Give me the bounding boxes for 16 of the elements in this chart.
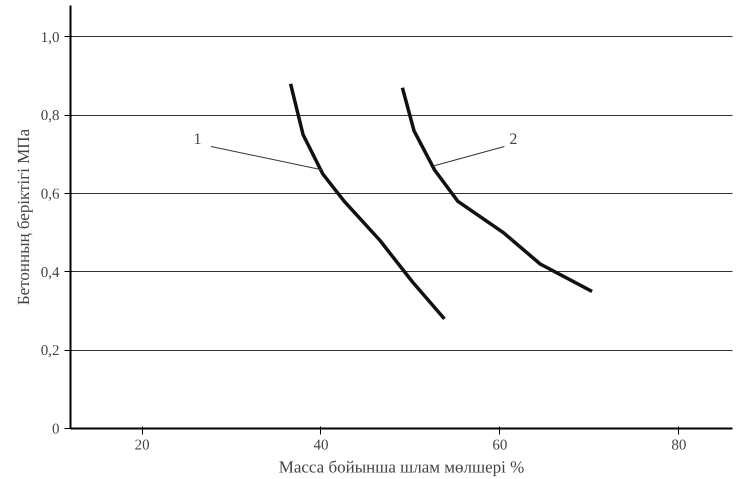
- line-series: [288, 82, 446, 321]
- annotation: 1: [194, 131, 202, 148]
- y-tick-label: 0: [52, 422, 60, 438]
- y-tick-label: 0,6: [40, 186, 60, 202]
- y-tick-label: 0,4: [40, 264, 60, 281]
- line-series: [400, 86, 594, 294]
- x-tick-label: 80: [671, 438, 686, 454]
- x-tick-label: 60: [492, 438, 508, 454]
- y-axis-title: Бетонның беріктігі МПа: [14, 128, 33, 306]
- y-tick-label: 0,8: [40, 108, 60, 124]
- x-tick-label: 20: [134, 438, 150, 454]
- x-axis-title: Масса бойынша шлам мөлшері %: [278, 458, 524, 476]
- x-tick-label: 40: [313, 438, 328, 454]
- annotation: 2: [509, 131, 518, 148]
- y-tick-label: 0,2: [40, 343, 60, 360]
- y-tick-label: 1,0: [40, 30, 60, 46]
